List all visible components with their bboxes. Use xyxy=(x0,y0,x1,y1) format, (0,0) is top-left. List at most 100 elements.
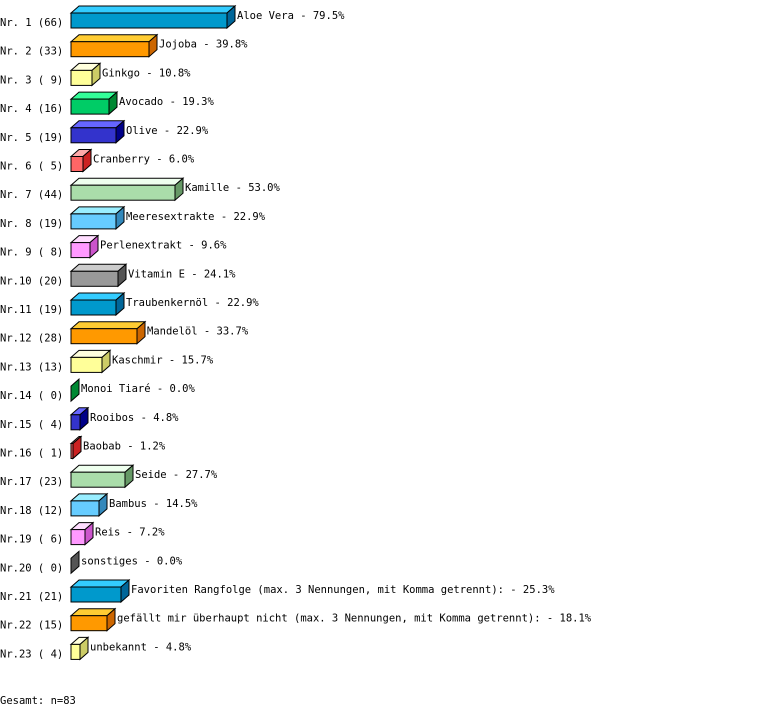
bar-top xyxy=(69,292,126,301)
bar-side xyxy=(148,33,158,58)
bar xyxy=(70,270,119,287)
bar-value-label: Reis - 7.2% xyxy=(95,527,165,539)
bar-top xyxy=(69,34,159,43)
bar-value-label: gefällt mir überhaupt nicht (max. 3 Nenn… xyxy=(117,613,592,625)
bar xyxy=(70,615,108,632)
bar-side xyxy=(82,148,92,173)
bar-value-label: Mandelöl - 33.7% xyxy=(147,326,249,338)
bar-value-label: Kaschmir - 15.7% xyxy=(112,354,214,366)
bar-value-label: Aloe Vera - 79.5% xyxy=(237,10,345,22)
bar-top xyxy=(69,321,147,330)
bar-side xyxy=(98,492,108,518)
row-label: Nr. 9 ( 8) xyxy=(0,247,63,259)
bar-top xyxy=(69,120,126,129)
bar-top xyxy=(69,206,126,215)
bar-side xyxy=(124,464,134,489)
bar-top xyxy=(69,177,185,186)
row-label: Nr.18 (12) xyxy=(0,505,63,517)
bar-side xyxy=(70,377,80,403)
bar xyxy=(70,213,117,230)
bar-value-label: Rooibos - 4.8% xyxy=(90,412,179,424)
bar xyxy=(70,643,81,660)
bar-value-label: Jojoba - 39.8% xyxy=(159,39,248,51)
bar xyxy=(70,127,117,144)
bar xyxy=(70,41,150,58)
bar-value-label: unbekannt - 4.8% xyxy=(90,641,192,653)
bar xyxy=(70,242,91,259)
total-label: Gesamt: n=83 xyxy=(0,695,76,707)
bar-side xyxy=(106,607,116,632)
bar-value-label: Traubenkernöl - 22.9% xyxy=(126,297,259,309)
row-label: Nr.17 (23) xyxy=(0,476,63,488)
bar-side xyxy=(115,119,125,144)
bar-side xyxy=(91,62,101,87)
bar-side xyxy=(174,177,184,202)
bar xyxy=(70,69,93,86)
bar-top xyxy=(69,263,128,272)
bar-side xyxy=(136,320,146,345)
row-label: Nr.21 (21) xyxy=(0,591,63,603)
bar xyxy=(70,98,110,115)
bar xyxy=(70,586,122,603)
row-label: Nr.12 (28) xyxy=(0,333,63,345)
row-label: Nr. 3 ( 9) xyxy=(0,74,63,86)
bar-value-label: Avocado - 19.3% xyxy=(119,96,215,108)
bar-side xyxy=(84,521,94,546)
bar-side xyxy=(79,636,89,661)
bar xyxy=(70,356,103,373)
row-label: Nr.15 ( 4) xyxy=(0,419,63,431)
bar xyxy=(70,184,176,201)
row-label: Nr.20 ( 0) xyxy=(0,562,63,574)
bar xyxy=(70,414,81,431)
bar-side xyxy=(72,435,82,460)
bar-top xyxy=(69,464,135,473)
bar-value-label: Kamille - 53.0% xyxy=(185,182,281,194)
bar-value-label: Ginkgo - 10.8% xyxy=(102,67,191,79)
bar-side xyxy=(115,291,125,317)
row-label: Nr. 8 (19) xyxy=(0,218,63,230)
bar-value-label: Bambus - 14.5% xyxy=(109,498,198,510)
bar-side xyxy=(79,406,89,431)
row-label: Nr.10 (20) xyxy=(0,275,63,287)
row-label: Nr.23 ( 4) xyxy=(0,648,63,660)
bar-top xyxy=(69,579,131,588)
bar-value-label: Perlenextrakt - 9.6% xyxy=(100,240,227,252)
bar-value-label: Baobab - 1.2% xyxy=(83,441,166,453)
bar-value-label: Vitamin E - 24.1% xyxy=(128,268,236,280)
row-label: Nr. 6 ( 5) xyxy=(0,161,63,173)
bar-side xyxy=(89,234,99,259)
row-label: Nr.16 ( 1) xyxy=(0,448,63,460)
row-label: Nr.14 ( 0) xyxy=(0,390,63,402)
bar-side xyxy=(70,550,80,575)
bar xyxy=(70,500,100,517)
row-label: Nr. 7 (44) xyxy=(0,189,63,201)
bar-value-label: Cranberry - 6.0% xyxy=(93,154,195,166)
row-label: Nr.22 (15) xyxy=(0,620,63,632)
bar-side xyxy=(117,263,127,288)
bar-side xyxy=(115,205,125,231)
bar xyxy=(70,156,84,172)
bar-value-label: Monoi Tiaré - 0.0% xyxy=(81,383,195,395)
bar-side xyxy=(226,4,236,30)
row-label: Nr. 2 (33) xyxy=(0,46,63,58)
bar xyxy=(70,529,86,546)
bar-value-label: Meeresextrakte - 22.9% xyxy=(126,211,266,223)
row-label: Nr.19 ( 6) xyxy=(0,534,63,546)
bar-value-label: Olive - 22.9% xyxy=(126,125,209,137)
row-label: Nr. 5 (19) xyxy=(0,132,63,144)
bar-value-label: Seide - 27.7% xyxy=(135,469,218,481)
bar-top xyxy=(69,5,237,14)
row-label: Nr.11 (19) xyxy=(0,304,63,316)
row-label: Nr. 1 (66) xyxy=(0,17,63,29)
bar-side xyxy=(120,578,130,604)
row-label: Nr. 4 (16) xyxy=(0,103,63,115)
bar-side xyxy=(101,349,111,374)
bar xyxy=(70,12,228,29)
bar xyxy=(70,299,117,316)
bar xyxy=(70,328,138,345)
bar-value-label: sonstiges - 0.0% xyxy=(81,555,183,567)
bar-value-label: Favoriten Rangfolge (max. 3 Nennungen, m… xyxy=(131,584,555,596)
bar-side xyxy=(108,90,118,116)
row-label: Nr.13 (13) xyxy=(0,361,63,373)
